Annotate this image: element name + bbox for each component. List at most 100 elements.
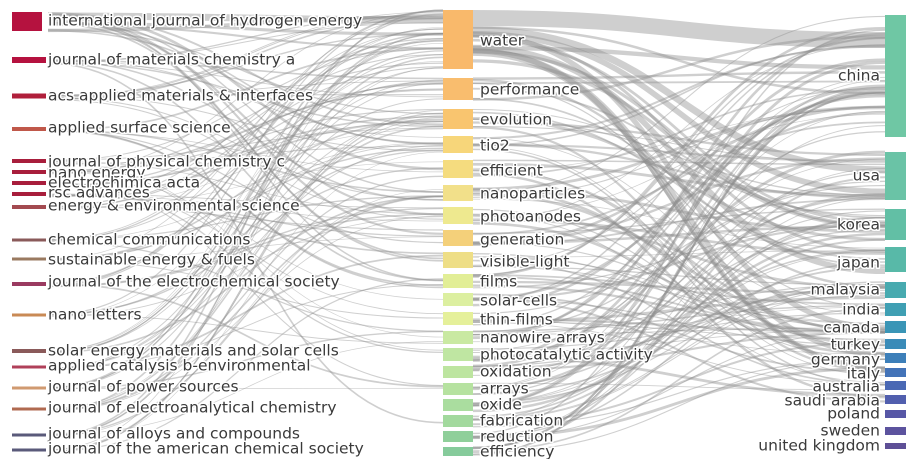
link-fabrication-to-malaysia — [472, 289, 886, 421]
node-india — [885, 303, 906, 316]
link-journal-of-the-american-chemical-society-to-tio2 — [47, 151, 444, 450]
link-photocatalytic-activity-to-saudi-arabia — [472, 355, 886, 397]
link-applied-surface-science-to-water — [47, 47, 444, 132]
node-visible-light — [443, 252, 473, 268]
label-australia: australia — [813, 378, 880, 396]
node-efficient — [443, 160, 473, 178]
link-journal-of-physical-chemistry-c-to-photocatalytic-activity — [47, 162, 444, 351]
link-chemical-communications-to-nanowire-arrays — [47, 241, 444, 332]
link-journal-of-materials-chemistry-a-to-water — [47, 14, 444, 63]
link-electrochimica-acta-to-evolution — [47, 115, 444, 187]
node-performance — [443, 78, 473, 100]
node-reduction — [443, 431, 473, 442]
node-energy-environmental-science — [12, 205, 46, 209]
link-tio2-to-china — [472, 44, 886, 147]
link-thin-films-to-germany — [472, 319, 886, 355]
label-turkey: turkey — [831, 336, 880, 354]
label-arrays: arrays — [480, 380, 529, 398]
link-oxide-to-korea — [472, 232, 886, 413]
label-journal-of-materials-chemistry-a: journal of materials chemistry a — [47, 51, 295, 69]
link-chemical-communications-to-tio2 — [47, 141, 444, 242]
node-sustainable-energy-fuels — [12, 257, 46, 261]
link-journal-of-physical-chemistry-c-to-tio2 — [47, 145, 444, 165]
node-solar-cells — [443, 293, 473, 306]
link-solar-energy-materials-and-solar-cells-to-nanoparticles — [47, 195, 444, 354]
link-oxidation-to-usa — [472, 196, 886, 369]
label-efficiency: efficiency — [480, 443, 554, 459]
link-visible-light-to-canada — [472, 265, 886, 325]
link-journal-of-physical-chemistry-c-to-nanowire-arrays — [47, 161, 444, 338]
node-applied-catalysis-b-environmental — [12, 365, 46, 369]
node-nanowire-arrays — [443, 331, 473, 344]
label-sweden: sweden — [821, 422, 881, 440]
label-nano-energy: nano energy — [48, 164, 146, 182]
label-saudi-arabia: saudi arabia — [785, 392, 880, 410]
link-visible-light-to-australia — [472, 259, 886, 386]
link-evolution-to-italy — [472, 126, 886, 373]
link-oxidation-to-korea — [472, 210, 886, 376]
label-united-kingdom: united kingdom — [758, 437, 880, 455]
link-chemical-communications-to-performance — [47, 80, 444, 240]
node-poland — [885, 410, 906, 418]
link-journal-of-materials-chemistry-a-to-performance — [47, 59, 444, 80]
link-oxide-to-china — [472, 89, 886, 407]
node-applied-surface-science — [12, 127, 46, 131]
link-tio2-to-china — [472, 45, 886, 140]
link-tio2-to-usa — [472, 143, 886, 199]
link-journal-of-the-electrochemical-society-to-water — [47, 28, 444, 287]
link-journal-of-materials-chemistry-a-to-films — [47, 61, 444, 282]
link-generation-to-china — [472, 105, 886, 246]
link-oxidation-to-malaysia — [472, 286, 886, 371]
link-performance-to-japan — [472, 97, 886, 267]
link-acs-applied-materials-interfaces-to-performance — [47, 80, 444, 100]
node-photoanodes — [443, 207, 473, 224]
node-arrays — [443, 383, 473, 395]
node-acs-applied-materials-interfaces — [12, 93, 46, 99]
link-oxide-to-japan — [472, 250, 886, 404]
link-oxidation-to-korea — [472, 229, 886, 368]
node-fabrication — [443, 415, 473, 427]
label-photocatalytic-activity: photocatalytic activity — [480, 346, 653, 364]
link-solar-cells-to-korea — [472, 223, 886, 301]
link-fabrication-to-malaysia — [472, 285, 886, 421]
link-journal-of-electroanalytical-chemistry-to-evolution — [47, 121, 444, 409]
link-nanoparticles-to-china — [472, 15, 886, 194]
link-energy-environmental-science-to-generation — [47, 205, 444, 231]
link-fabrication-to-turkey — [472, 341, 886, 426]
node-nanoparticles — [443, 185, 473, 201]
link-nanoparticles-to-turkey — [472, 187, 886, 347]
link-nanoparticles-to-korea — [472, 189, 886, 233]
link-applied-surface-science-to-films — [47, 129, 444, 289]
link-acs-applied-materials-interfaces-to-water — [47, 17, 444, 101]
link-water-to-korea — [472, 59, 886, 229]
link-journal-of-the-electrochemical-society-to-arrays — [47, 283, 444, 388]
link-water-to-china — [472, 26, 886, 95]
label-china: china — [838, 67, 880, 85]
link-arrays-to-malaysia — [472, 281, 886, 395]
label-visible-light: visible-light — [480, 253, 570, 271]
node-journal-of-alloys-and-compounds — [12, 433, 46, 437]
label-journal-of-the-electrochemical-society: journal of the electrochemical society — [47, 273, 340, 291]
link-photoanodes-to-malaysia — [472, 213, 886, 290]
link-international-journal-of-hydrogen-energy-to-evolution — [47, 13, 444, 126]
link-journal-of-electroanalytical-chemistry-to-nanoparticles — [47, 195, 444, 412]
link-international-journal-of-hydrogen-energy-to-films — [47, 15, 444, 282]
link-evolution-to-usa — [472, 126, 886, 164]
label-generation: generation — [480, 231, 564, 249]
link-efficient-to-canada — [472, 169, 886, 334]
label-international-journal-of-hydrogen-energy: international journal of hydrogen energy — [48, 12, 362, 30]
link-solar-cells-to-china — [472, 94, 886, 307]
label-films: films — [480, 273, 517, 291]
link-chemical-communications-to-nanoparticles — [47, 195, 444, 241]
link-visible-light-to-canada — [472, 255, 886, 324]
link-tio2-to-usa — [472, 143, 886, 163]
link-journal-of-alloys-and-compounds-to-nanowire-arrays — [47, 341, 444, 435]
link-nano-energy-to-solar-cells — [47, 171, 444, 300]
link-arrays-to-australia — [472, 382, 886, 391]
label-germany: germany — [811, 351, 880, 369]
link-performance-to-korea — [472, 87, 886, 219]
link-nano-energy-to-water — [47, 62, 444, 174]
link-arrays-to-usa — [472, 171, 886, 395]
link-films-to-canada — [472, 275, 886, 334]
